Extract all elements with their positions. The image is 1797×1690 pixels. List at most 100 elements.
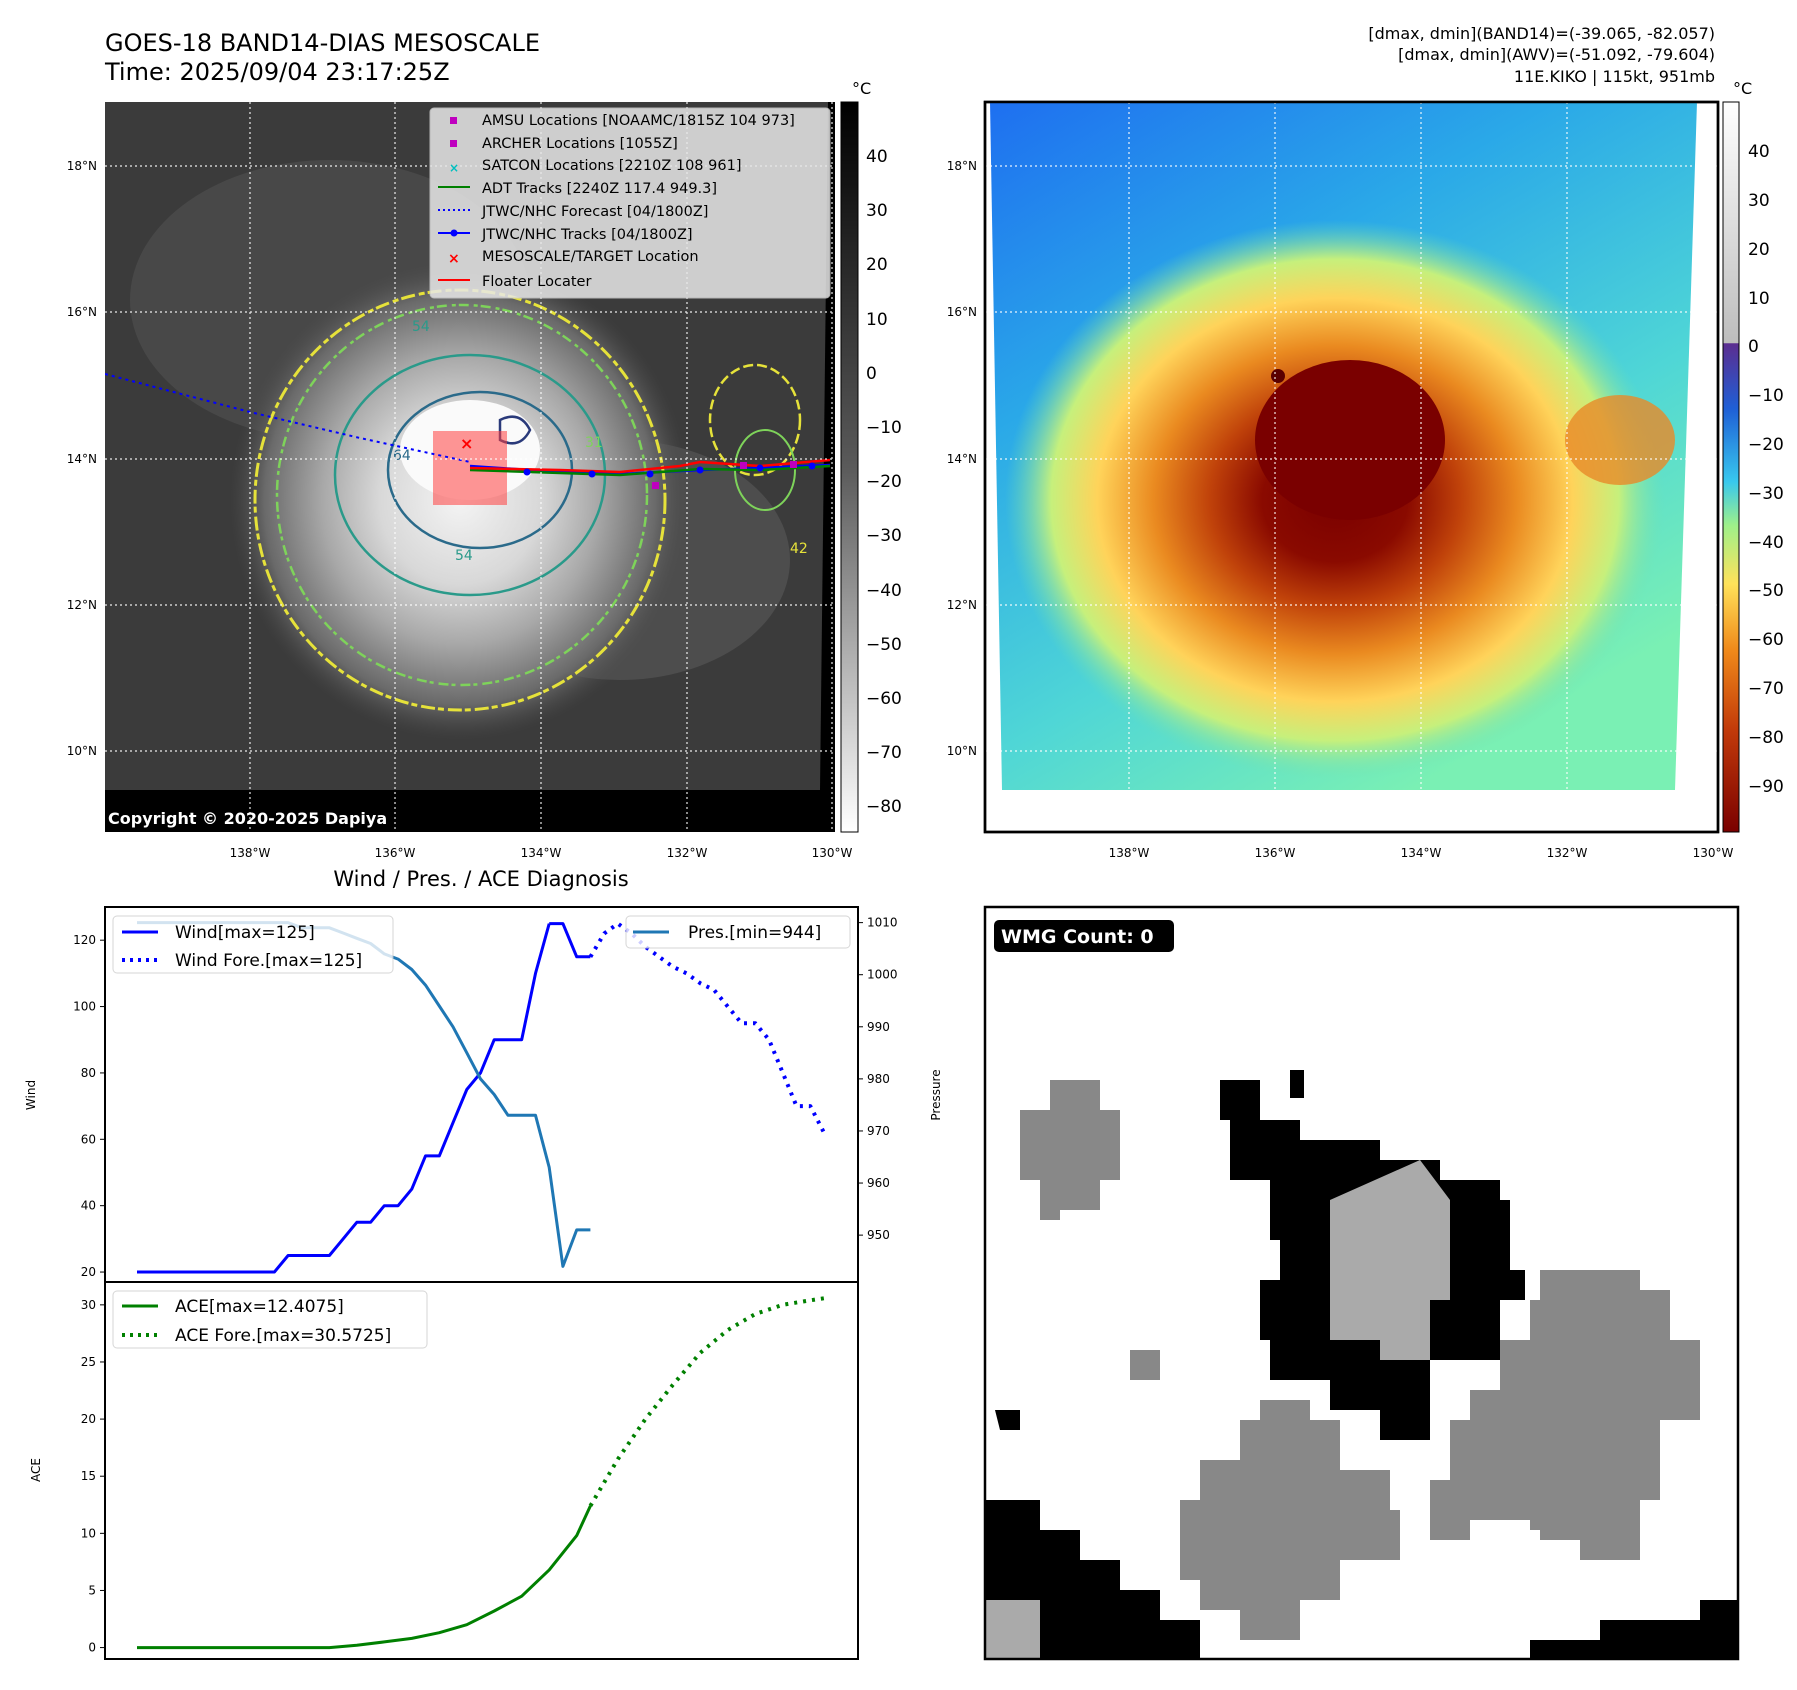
- svg-text:−80: −80: [1748, 728, 1784, 748]
- wind-tick-label: 100: [73, 1000, 96, 1014]
- legend-archer: ARCHER Locations [1055Z]: [482, 136, 678, 152]
- legend-ace: ACE[max=12.4075]: [175, 1297, 344, 1317]
- ir-map-legend: AMSU Locations [NOAAMC/1815Z 104 973] AR…: [429, 107, 831, 299]
- legend-satcon: SATCON Locations [2210Z 108 961]: [482, 158, 741, 174]
- ir-colorbar: [840, 101, 859, 833]
- pressure-tick-label: 1000: [867, 968, 898, 982]
- ir-colorbar-unit: °C: [852, 79, 871, 98]
- series-wind-fore-max: [588, 921, 826, 1134]
- ace-series: [137, 1296, 825, 1650]
- awv-map-panel: 138°W 136°W 134°W 132°W 130°W 18°N 16°N …: [947, 79, 1784, 860]
- figure-title-line2: Time: 2025/09/04 23:17:25Z: [104, 58, 450, 86]
- svg-text:30: 30: [1748, 191, 1770, 211]
- svg-text:−50: −50: [1748, 581, 1784, 601]
- svg-text:16°N: 16°N: [67, 305, 97, 319]
- svg-text:16°N: 16°N: [947, 305, 977, 319]
- svg-text:10°N: 10°N: [67, 744, 97, 758]
- svg-text:138°W: 138°W: [230, 846, 271, 860]
- storm-info-text: 11E.KIKO | 115kt, 951mb: [1514, 67, 1715, 86]
- series-ace-fore-max: [588, 1296, 825, 1507]
- contour-label-31: 31: [585, 435, 603, 451]
- svg-text:40: 40: [1748, 142, 1770, 162]
- ace-tick-label: 25: [81, 1355, 96, 1369]
- svg-text:−40: −40: [1748, 533, 1784, 553]
- pressure-tick-label: 950: [867, 1228, 890, 1242]
- svg-text:−80: −80: [866, 797, 902, 817]
- wind-y-ticks: 20 40 60 80 100 120: [73, 933, 105, 1279]
- svg-text:136°W: 136°W: [375, 846, 416, 860]
- svg-text:−30: −30: [1748, 484, 1784, 504]
- svg-text:18°N: 18°N: [67, 159, 97, 173]
- svg-text:−70: −70: [866, 743, 902, 763]
- series-ace-max: [137, 1505, 592, 1650]
- series-wind-tail: [549, 922, 591, 959]
- ace-tick-label: 30: [81, 1298, 96, 1312]
- ace-tick-label: 5: [88, 1583, 96, 1597]
- pressure-tick-label: 990: [867, 1020, 890, 1034]
- wind-tick-label: 20: [81, 1265, 96, 1279]
- svg-text:0: 0: [866, 364, 877, 384]
- pressure-tick-label: 960: [867, 1176, 890, 1190]
- svg-text:10: 10: [1748, 289, 1770, 309]
- svg-text:−20: −20: [1748, 435, 1784, 455]
- svg-text:−70: −70: [1748, 679, 1784, 699]
- contour-label-64: 64: [393, 448, 411, 464]
- pressure-legend: Pres.[min=944]: [625, 915, 851, 949]
- pressure-axis-label: Pressure: [929, 1069, 943, 1120]
- svg-text:−60: −60: [866, 689, 902, 709]
- contour-label-54a: 54: [412, 319, 430, 335]
- svg-text:×: ×: [449, 161, 459, 175]
- svg-text:134°W: 134°W: [1401, 846, 1442, 860]
- wmg-count-badge: WMG Count: 0: [1001, 926, 1154, 948]
- legend-wind: Wind[max=125]: [175, 923, 315, 943]
- ace-y-ticks: 0 5 10 15 20 25 30: [81, 1298, 105, 1655]
- svg-text:20: 20: [1748, 240, 1770, 260]
- svg-text:−90: −90: [1748, 777, 1784, 797]
- wmg-panel: [985, 907, 1738, 1659]
- svg-text:10°N: 10°N: [947, 744, 977, 758]
- svg-text:−60: −60: [1748, 630, 1784, 650]
- svg-text:−40: −40: [866, 581, 902, 601]
- svg-text:−20: −20: [866, 472, 902, 492]
- legend-amsu: AMSU Locations [NOAAMC/1815Z 104 973]: [482, 113, 795, 129]
- svg-text:136°W: 136°W: [1255, 846, 1296, 860]
- dmax-band14-text: [dmax, dmin](BAND14)=(-39.065, -82.057): [1368, 24, 1715, 43]
- legend-pressure: Pres.[min=944]: [688, 923, 821, 943]
- svg-text:40: 40: [866, 147, 888, 167]
- legend-floater: Floater Locater: [482, 274, 591, 290]
- adt-track: [469, 464, 831, 477]
- wind-legend: Wind[max=125] Wind Fore.[max=125]: [112, 915, 394, 974]
- contour-label-54b: 54: [455, 548, 473, 564]
- svg-text:12°N: 12°N: [947, 598, 977, 612]
- legend-wind-forecast: Wind Fore.[max=125]: [175, 951, 362, 971]
- awv-lat-ticks: 18°N 16°N 14°N 12°N 10°N: [947, 159, 977, 758]
- pressure-tick-label: 1010: [867, 916, 898, 930]
- legend-target: MESOSCALE/TARGET Location: [482, 249, 699, 265]
- ace-tick-label: 10: [81, 1526, 96, 1540]
- svg-text:134°W: 134°W: [521, 846, 562, 860]
- target-x-marker: ×: [460, 434, 473, 453]
- legend-forecast: JTWC/NHC Forecast [04/1800Z]: [481, 204, 708, 220]
- svg-text:−10: −10: [866, 418, 902, 438]
- svg-text:×: ×: [448, 251, 460, 267]
- ir-lat-ticks: 18°N 16°N 14°N 12°N 10°N: [67, 159, 97, 758]
- wmg-badge-bg: [994, 920, 1174, 952]
- svg-text:30: 30: [866, 201, 888, 221]
- copyright-text: Copyright © 2020-2025 Dapiya: [108, 809, 387, 828]
- series-wind-max: [137, 923, 551, 1274]
- legend-ace-forecast: ACE Fore.[max=30.5725]: [175, 1326, 391, 1346]
- contour-lightgreen: [275, 303, 649, 687]
- wind-tick-label: 60: [81, 1132, 96, 1146]
- svg-text:10: 10: [866, 310, 888, 330]
- awv-lon-ticks: 138°W 136°W 134°W 132°W 130°W: [1109, 846, 1734, 860]
- wind-tick-label: 40: [81, 1199, 96, 1213]
- svg-text:138°W: 138°W: [1109, 846, 1150, 860]
- awv-colorbar-ticks: 40 30 20 10 0 −10 −20 −30 −40 −50 −60 −7…: [1748, 142, 1784, 797]
- wmg-gray-patches: [985, 1080, 1700, 1659]
- diagnosis-chart-title: Wind / Pres. / ACE Diagnosis: [333, 867, 628, 891]
- awv-colorbar-unit: °C: [1733, 79, 1752, 98]
- contour-label-42: 42: [790, 541, 808, 557]
- awv-colorbar: [1722, 101, 1740, 833]
- svg-text:132°W: 132°W: [1547, 846, 1588, 860]
